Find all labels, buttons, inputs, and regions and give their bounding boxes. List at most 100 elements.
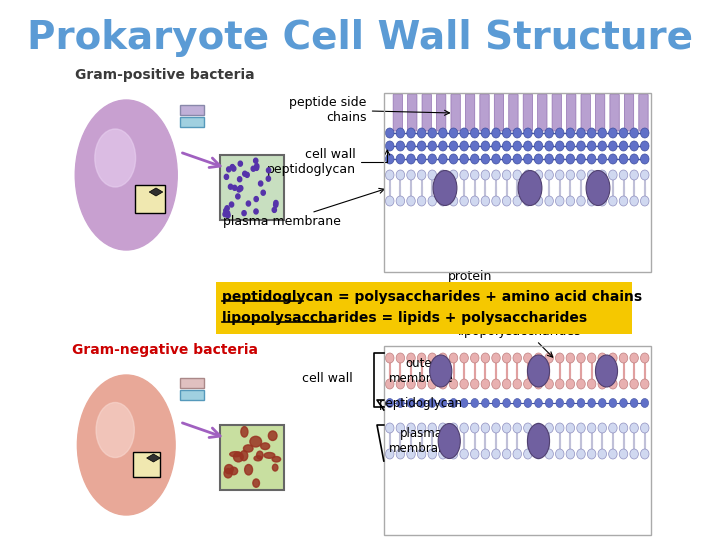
Circle shape: [577, 379, 585, 389]
Circle shape: [534, 449, 543, 459]
Circle shape: [242, 211, 246, 215]
Circle shape: [534, 379, 543, 389]
Circle shape: [243, 171, 247, 176]
Circle shape: [449, 353, 458, 363]
FancyBboxPatch shape: [180, 117, 204, 127]
FancyBboxPatch shape: [509, 94, 518, 131]
Circle shape: [385, 449, 394, 459]
Circle shape: [503, 353, 511, 363]
Circle shape: [513, 423, 521, 433]
Circle shape: [438, 449, 447, 459]
Circle shape: [438, 379, 447, 389]
Text: peptidoglycan = polysaccharides + amino acid chains: peptidoglycan = polysaccharides + amino …: [222, 290, 642, 304]
Circle shape: [438, 128, 447, 138]
Circle shape: [598, 423, 606, 433]
Circle shape: [470, 379, 479, 389]
Circle shape: [261, 190, 266, 195]
Circle shape: [449, 170, 458, 180]
Circle shape: [503, 399, 510, 408]
Circle shape: [577, 423, 585, 433]
Circle shape: [641, 128, 649, 138]
Ellipse shape: [528, 423, 549, 458]
FancyBboxPatch shape: [133, 452, 161, 477]
Circle shape: [482, 399, 489, 408]
Circle shape: [225, 206, 229, 211]
Circle shape: [238, 177, 242, 182]
Circle shape: [566, 141, 575, 151]
Ellipse shape: [528, 355, 549, 387]
FancyBboxPatch shape: [436, 94, 446, 131]
Ellipse shape: [253, 479, 259, 487]
Circle shape: [460, 141, 469, 151]
Circle shape: [385, 196, 394, 206]
Circle shape: [418, 423, 426, 433]
Circle shape: [492, 154, 500, 164]
Ellipse shape: [224, 469, 232, 478]
Circle shape: [598, 141, 606, 151]
Circle shape: [428, 399, 436, 408]
FancyBboxPatch shape: [422, 94, 431, 131]
Circle shape: [566, 154, 575, 164]
Circle shape: [513, 379, 521, 389]
Circle shape: [460, 449, 469, 459]
Circle shape: [237, 187, 241, 192]
Circle shape: [588, 399, 595, 408]
Circle shape: [418, 154, 426, 164]
Circle shape: [598, 379, 606, 389]
Circle shape: [513, 141, 521, 151]
Circle shape: [418, 353, 426, 363]
Circle shape: [386, 399, 394, 408]
Circle shape: [460, 379, 469, 389]
Text: Prokaryote Cell Wall Structure: Prokaryote Cell Wall Structure: [27, 19, 693, 57]
Circle shape: [418, 141, 426, 151]
Ellipse shape: [261, 443, 270, 449]
Ellipse shape: [586, 171, 610, 206]
Circle shape: [608, 353, 617, 363]
Text: plasma
membrane: plasma membrane: [389, 427, 454, 455]
Circle shape: [481, 196, 490, 206]
Circle shape: [545, 353, 554, 363]
Circle shape: [588, 449, 596, 459]
Circle shape: [407, 141, 415, 151]
Text: cell wall
peptidoglycan: cell wall peptidoglycan: [266, 148, 390, 176]
Text: peptidoglycan: peptidoglycan: [379, 396, 463, 409]
Circle shape: [630, 353, 639, 363]
Circle shape: [630, 379, 639, 389]
Circle shape: [470, 353, 479, 363]
Circle shape: [545, 196, 554, 206]
Circle shape: [608, 128, 617, 138]
Circle shape: [534, 141, 543, 151]
Circle shape: [545, 399, 553, 408]
Circle shape: [545, 379, 554, 389]
Circle shape: [385, 128, 394, 138]
Circle shape: [407, 170, 415, 180]
FancyBboxPatch shape: [639, 94, 648, 131]
Circle shape: [227, 167, 231, 172]
Ellipse shape: [230, 451, 241, 457]
Circle shape: [481, 423, 490, 433]
Text: protein: protein: [449, 270, 492, 283]
Circle shape: [523, 141, 532, 151]
FancyBboxPatch shape: [567, 94, 576, 131]
Circle shape: [481, 170, 490, 180]
Circle shape: [535, 399, 542, 408]
Circle shape: [630, 449, 639, 459]
Circle shape: [608, 449, 617, 459]
Circle shape: [566, 170, 575, 180]
FancyBboxPatch shape: [220, 155, 284, 220]
Circle shape: [566, 128, 575, 138]
Circle shape: [513, 399, 521, 408]
Circle shape: [503, 449, 511, 459]
Circle shape: [470, 128, 479, 138]
Circle shape: [407, 449, 415, 459]
Ellipse shape: [518, 171, 542, 206]
Circle shape: [566, 353, 575, 363]
Circle shape: [608, 379, 617, 389]
Circle shape: [523, 353, 532, 363]
Circle shape: [266, 168, 271, 173]
Circle shape: [449, 379, 458, 389]
Circle shape: [630, 196, 639, 206]
Circle shape: [418, 449, 426, 459]
Circle shape: [470, 423, 479, 433]
Circle shape: [598, 399, 606, 408]
